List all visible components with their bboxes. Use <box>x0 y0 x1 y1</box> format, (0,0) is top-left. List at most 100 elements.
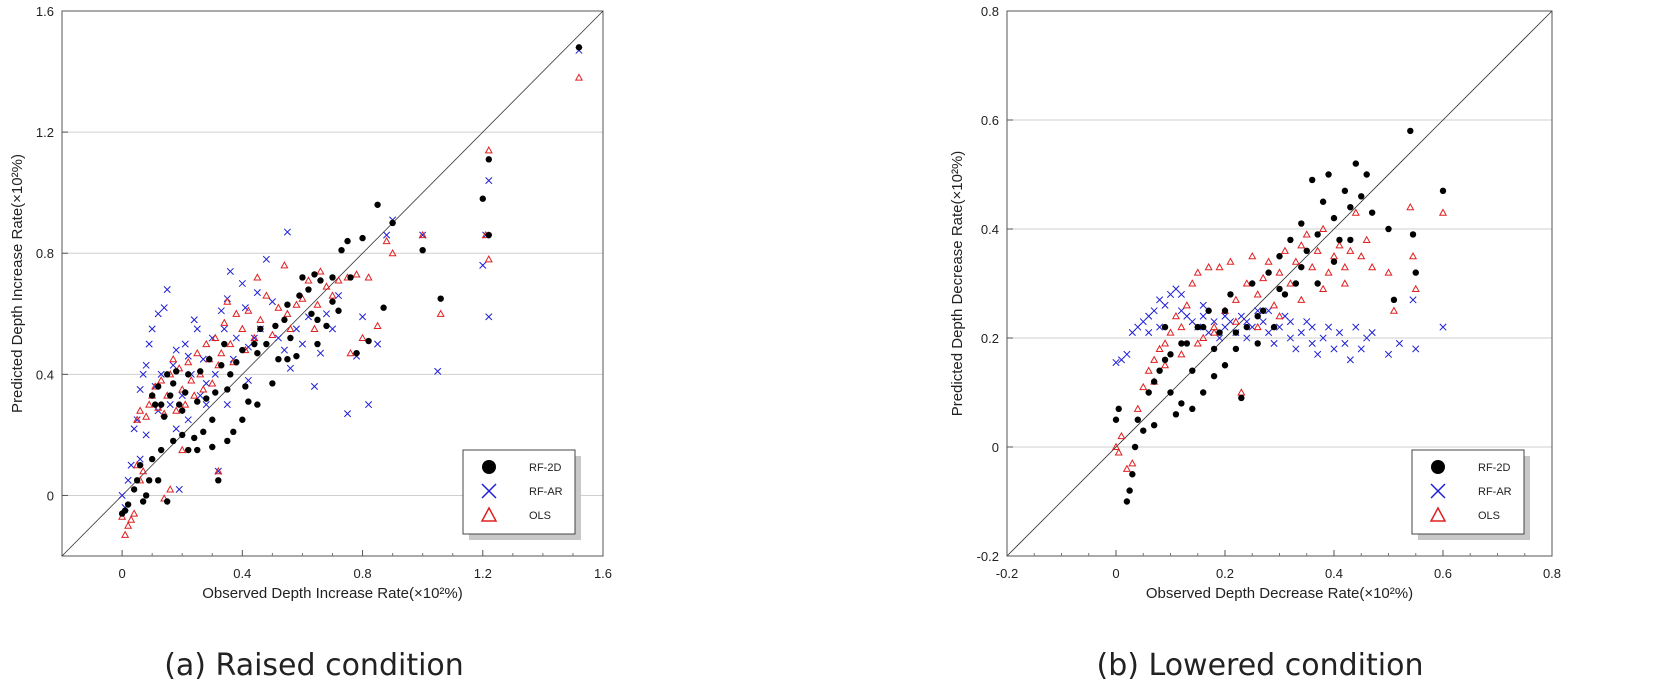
data-point <box>197 368 204 375</box>
data-point <box>154 310 162 318</box>
x-tick-label: 1.6 <box>594 566 612 581</box>
data-point <box>1210 328 1219 336</box>
data-point <box>211 370 219 378</box>
data-point <box>292 300 301 308</box>
data-point <box>1243 334 1251 342</box>
data-point <box>329 274 336 281</box>
data-point <box>1298 263 1305 271</box>
data-point <box>1114 448 1123 456</box>
data-point <box>1242 279 1251 287</box>
data-point <box>1150 355 1159 363</box>
data-point <box>139 498 147 505</box>
data-point <box>1128 328 1136 337</box>
data-point <box>1210 345 1218 353</box>
legend-label-rf-2d: RF-2D <box>1478 462 1510 474</box>
data-point <box>1308 323 1316 331</box>
data-point <box>281 316 288 324</box>
legend-label-ols: OLS <box>529 510 551 522</box>
data-point <box>1254 313 1261 320</box>
data-point <box>172 346 180 354</box>
data-point <box>1341 187 1349 195</box>
data-point <box>1194 323 1201 331</box>
y-axis-label: Predicted Depth Increase Rate(×10²%) <box>9 154 26 413</box>
data-point <box>296 292 303 299</box>
data-point <box>1150 307 1158 315</box>
data-point <box>1167 389 1174 396</box>
data-point <box>1177 322 1186 331</box>
data-point <box>1155 344 1164 352</box>
data-point <box>202 339 211 348</box>
data-point <box>1117 356 1126 364</box>
data-point <box>1389 306 1398 314</box>
data-point <box>1111 442 1121 451</box>
data-point <box>1362 235 1371 243</box>
data-point <box>241 304 249 312</box>
data-point <box>139 370 147 378</box>
x-tick-label: 0.8 <box>1543 566 1561 581</box>
data-point <box>322 310 331 318</box>
data-point <box>1341 339 1349 348</box>
data-point <box>1395 339 1403 348</box>
data-point <box>1204 262 1213 271</box>
data-point <box>1439 187 1447 195</box>
data-point <box>1232 345 1240 353</box>
y-tick-label: -0.2 <box>977 549 999 564</box>
data-point <box>172 425 180 433</box>
data-point <box>169 361 177 369</box>
data-point <box>209 443 216 451</box>
data-point <box>334 276 343 284</box>
data-point <box>1161 323 1169 331</box>
y-tick-label: 0 <box>992 440 999 455</box>
caption-b: (b) Lowered condition <box>1096 648 1424 683</box>
legend-marker-rf-2d <box>482 460 496 474</box>
data-point <box>1384 350 1393 358</box>
data-point <box>220 325 228 333</box>
data-point <box>194 398 201 405</box>
data-point <box>242 383 249 390</box>
data-point <box>136 406 145 414</box>
y-tick-label: 0.8 <box>36 246 54 261</box>
data-point <box>1140 427 1147 434</box>
data-point <box>323 322 330 330</box>
data-point <box>124 521 133 529</box>
data-point <box>166 401 174 409</box>
data-point <box>1156 323 1164 331</box>
data-point <box>1409 231 1417 238</box>
data-point <box>1308 339 1316 348</box>
x-tick-label: 0.4 <box>233 566 251 581</box>
data-point <box>268 330 277 339</box>
data-point <box>1340 262 1349 271</box>
data-point <box>154 477 162 484</box>
data-point <box>262 255 270 263</box>
data-point <box>334 292 343 300</box>
data-point <box>1292 280 1300 287</box>
data-point <box>170 380 177 387</box>
data-point <box>206 355 213 363</box>
data-point <box>1368 328 1376 337</box>
data-point <box>338 246 345 254</box>
data-point <box>193 348 202 357</box>
data-point <box>484 255 493 263</box>
data-point <box>1438 208 1448 216</box>
data-point <box>1210 318 1218 326</box>
data-point <box>226 267 234 275</box>
data-point <box>1237 388 1246 396</box>
data-point <box>329 298 336 305</box>
data-point <box>1243 318 1251 326</box>
data-point <box>310 382 319 390</box>
data-point <box>484 146 493 154</box>
legend: RF-2D RF-AR OLS <box>1411 449 1525 535</box>
data-point <box>185 446 192 454</box>
data-point <box>1182 301 1191 309</box>
data-point <box>262 291 271 299</box>
data-point <box>1385 225 1392 233</box>
data-point <box>1390 296 1398 304</box>
data-point <box>160 413 168 420</box>
data-point <box>179 407 186 414</box>
data-point <box>1408 252 1418 260</box>
x-tick-label: -0.2 <box>996 566 1018 581</box>
data-point <box>1188 318 1196 326</box>
data-point <box>1275 311 1284 320</box>
data-point <box>136 385 144 394</box>
